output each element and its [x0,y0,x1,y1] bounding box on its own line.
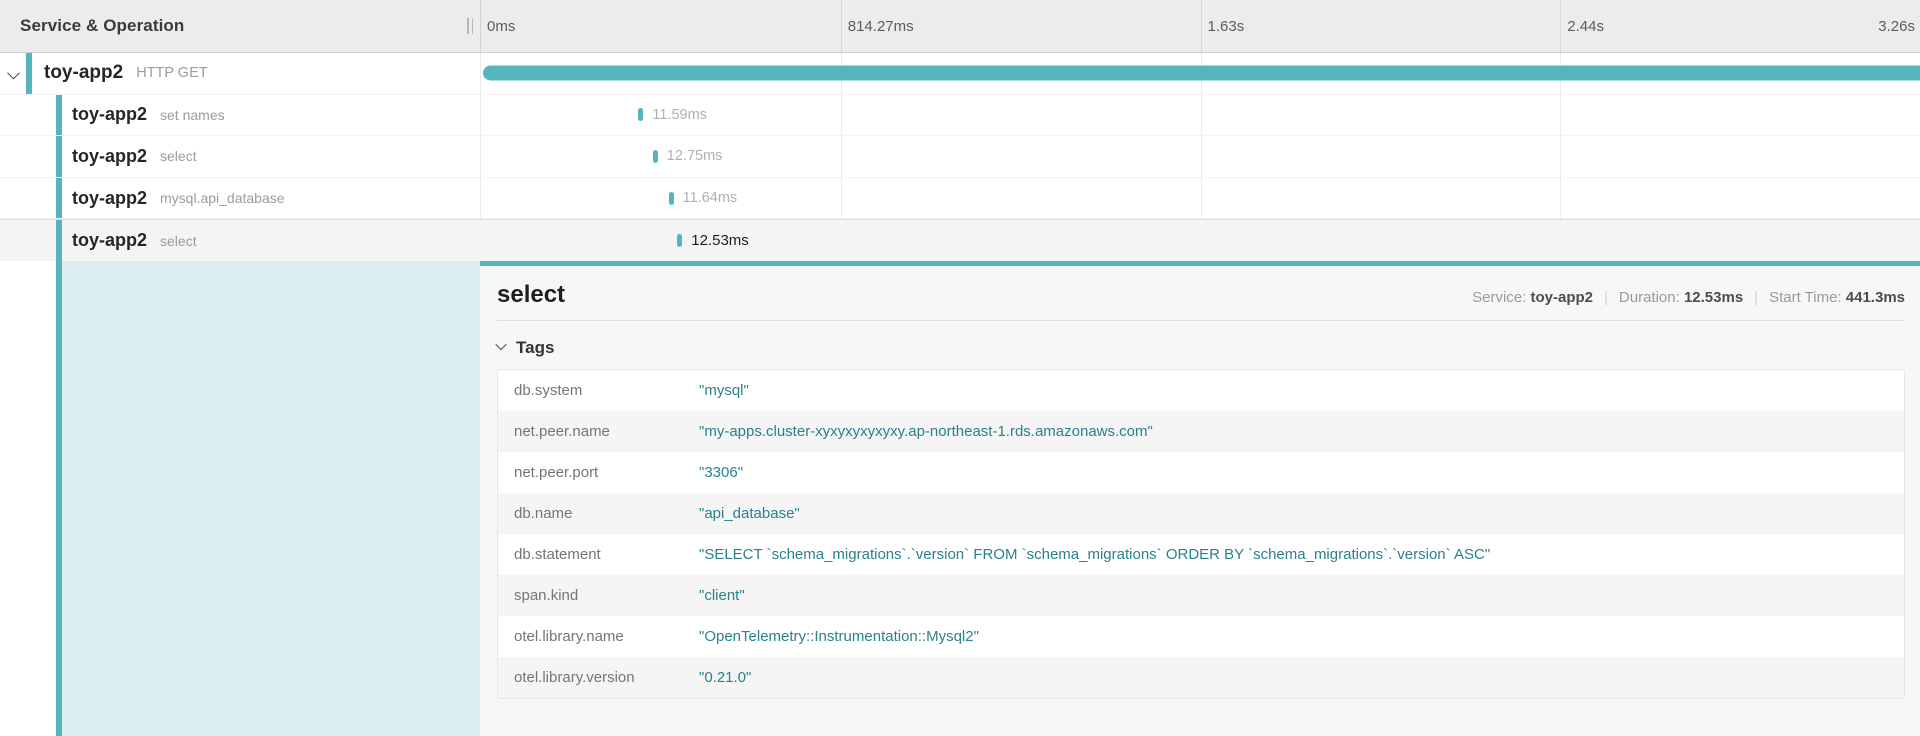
span-timeline-cell[interactable]: 11.59ms [480,95,1920,136]
tags-accordion-toggle[interactable]: Tags [495,337,1905,358]
ruler-tick: 3.26s [1878,17,1915,35]
meta-duration: Duration: 12.53ms [1618,288,1744,306]
span-detail-meta: Service: toy-app2 | Duration: 12.53ms | … [1472,289,1905,306]
span-operation-name: HTTP GET [136,65,208,82]
span-timeline-cell[interactable]: 12.75ms [480,136,1920,177]
span-timeline-cell[interactable] [480,53,1920,94]
span-duration-bar[interactable] [668,191,674,205]
span-operation-name: mysql.api_database [160,190,285,207]
span-duration-bar[interactable] [482,65,1920,81]
span-duration-bar[interactable] [677,234,683,248]
timeline-header: Service & Operation 0ms 814.27ms 1.63s 2… [0,0,1920,53]
service-operation-title: Service & Operation [20,16,185,35]
tag-row: db.name "api_database" [498,492,1904,534]
tag-value: "mysql" [699,381,749,399]
chevron-down-icon [495,338,507,351]
tag-key: db.statement [514,545,601,563]
tag-key: db.system [514,381,583,399]
tag-row: db.system "mysql" [498,370,1904,411]
timeline-ruler[interactable]: 0ms 814.27ms 1.63s 2.44s 3.26s [480,0,1920,52]
tag-key: net.peer.name [514,422,610,440]
meta-start-time: Start Time: 441.3ms [1769,288,1905,306]
span-operation-name: select [160,232,197,249]
span-row-set-names[interactable]: toy-app2 set names 11.59ms [0,94,1920,137]
span-row-select-1[interactable]: toy-app2 select 12.75ms [0,136,1920,178]
ruler-tick: 814.27ms [840,0,914,52]
tag-row: net.peer.port "3306" [498,452,1904,493]
span-duration-bar[interactable] [638,108,644,122]
span-service-name: toy-app2 [72,187,148,208]
span-color-bar [56,220,62,261]
span-detail-panel: select Service: toy-app2 | Duration: 12.… [480,260,1920,736]
tag-row: otel.library.name "OpenTelemetry::Instru… [498,616,1904,657]
span-service-name: toy-app2 [72,230,148,251]
tag-value: "OpenTelemetry::Instrumentation::Mysql2" [699,627,979,645]
service-operation-column-header: Service & Operation [0,0,480,52]
ruler-tick: 2.44s [1560,0,1604,52]
tag-key: db.name [514,504,573,522]
column-resize-handle[interactable] [467,18,473,34]
tag-row: db.statement "SELECT `schema_migrations`… [498,534,1904,575]
span-operation-name: select [160,148,197,165]
tag-value: "my-apps.cluster-xyxyxyxyxyxy.ap-northea… [699,422,1153,440]
span-name-cell[interactable]: toy-app2 mysql.api_database [0,177,480,219]
span-color-bar [26,53,32,94]
span-duration-label: 11.59ms [652,106,707,123]
span-rows: toy-app2 HTTP GET toy-app2 set names 11.… [0,53,1920,261]
span-duration-bar[interactable] [652,149,658,163]
span-color-bar [56,177,62,219]
span-color-bar [56,136,62,177]
span-tree-guide-bar [56,260,62,736]
span-name-cell[interactable]: toy-app2 select [0,136,480,177]
meta-service: Service: toy-app2 [1472,288,1593,306]
ruler-tick: 1.63s [1200,0,1244,52]
span-timeline-cell[interactable]: 12.53ms [480,220,1920,261]
tag-value: "0.21.0" [699,668,752,686]
meta-separator: | [1754,288,1759,306]
span-service-name: toy-app2 [44,62,124,84]
tag-row: net.peer.name "my-apps.cluster-xyxyxyxyx… [498,410,1904,452]
tag-value: "3306" [699,463,744,481]
tag-row: span.kind "client" [498,574,1904,616]
tag-key: otel.library.version [514,668,635,686]
span-color-bar [56,94,62,136]
span-timeline-cell[interactable]: 11.64ms [480,178,1920,219]
chevron-down-icon[interactable] [7,66,20,84]
tag-value: "SELECT `schema_migrations`.`version` FR… [699,545,1491,563]
span-name-cell[interactable]: toy-app2 set names [0,94,480,136]
span-service-name: toy-app2 [72,145,148,166]
tag-row: otel.library.version "0.21.0" [498,656,1904,698]
tag-key: otel.library.name [514,627,624,645]
span-duration-label: 11.64ms [682,190,738,207]
detail-divider [497,319,1905,321]
tag-key: span.kind [514,586,579,604]
span-detail-left-gutter [0,260,480,736]
tag-value: "client" [699,586,745,604]
span-duration-label: 12.53ms [691,232,749,250]
span-name-cell[interactable]: toy-app2 HTTP GET [0,53,480,94]
span-operation-name: set names [160,106,225,123]
span-duration-label: 12.75ms [666,148,723,165]
span-name-cell[interactable]: toy-app2 select [0,220,480,261]
span-service-name: toy-app2 [72,104,148,125]
span-detail-header: select Service: toy-app2 | Duration: 12.… [497,281,1905,309]
meta-separator: | [1604,288,1608,306]
span-row-select-2-selected[interactable]: toy-app2 select 12.53ms [0,219,1920,261]
span-detail-row: select Service: toy-app2 | Duration: 12.… [0,260,1920,736]
span-detail-highlight-block [62,260,480,736]
tag-key: net.peer.port [514,463,599,481]
span-row-http-get[interactable]: toy-app2 HTTP GET [0,53,1920,95]
ruler-tick: 0ms [487,17,516,35]
tags-table: db.system "mysql" net.peer.name "my-apps… [497,368,1905,699]
span-row-mysql-api-database[interactable]: toy-app2 mysql.api_database 11.64ms [0,177,1920,220]
tag-value: "api_database" [699,504,800,522]
span-detail-title: select [497,280,566,308]
tags-section-title: Tags [516,337,555,357]
